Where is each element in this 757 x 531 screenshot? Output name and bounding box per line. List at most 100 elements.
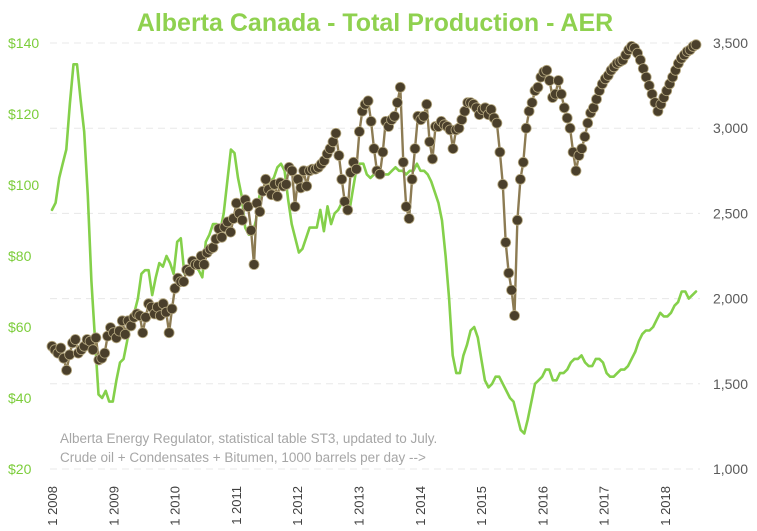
production-point [424, 136, 436, 148]
production-point [55, 342, 67, 354]
production-point [553, 75, 564, 86]
production-point [271, 190, 283, 202]
production-point [99, 347, 111, 359]
x-axis-tick-label: 1 2017 [597, 486, 612, 526]
production-point [286, 165, 298, 177]
production-point [342, 204, 354, 216]
production-point [330, 127, 342, 139]
production-point [301, 180, 313, 192]
gridlines [50, 42, 700, 470]
production-point [184, 265, 196, 277]
production-point [558, 102, 570, 114]
x-axis-tick-label: 1 2018 [658, 486, 673, 526]
right-axis-tick-label: 2,500 [713, 205, 748, 221]
production-point [397, 156, 409, 168]
production-point [350, 163, 362, 175]
production-point [576, 143, 588, 155]
production-point [418, 110, 430, 122]
left-axis-tick-label: $120 [8, 106, 39, 122]
right-axis-ticks: 3,500 3,000 2,500 2,000 1,500 1,000 [713, 35, 748, 477]
production-point [526, 97, 538, 108]
right-axis-tick-label: 1,500 [713, 376, 748, 392]
production-point [403, 213, 415, 224]
left-axis-tick-label: $100 [8, 177, 39, 193]
production-point [421, 98, 433, 110]
production-point [87, 344, 99, 356]
production-point [216, 231, 228, 243]
production-point [690, 39, 702, 51]
left-axis-tick-label: $20 [8, 461, 32, 477]
production-point [178, 276, 190, 288]
chart-title: Alberta Canada - Total Production - AER [137, 9, 613, 37]
series-layer [46, 39, 702, 435]
x-axis-tick-label: 1 2010 [168, 486, 183, 526]
production-point [391, 97, 403, 108]
production-point [362, 95, 374, 107]
production-point [517, 156, 529, 168]
x-axis-tick-label: 1 2016 [535, 486, 550, 526]
left-axis-ticks: $140 $120 $100 $80 $60 $40 $20 [8, 35, 39, 477]
production-point [236, 214, 248, 226]
production-point [61, 364, 72, 376]
production-point [409, 143, 421, 155]
production-point [500, 236, 512, 248]
production-point [353, 126, 365, 138]
production-point [64, 349, 75, 361]
source-note: Alberta Energy Regulator, statistical ta… [60, 431, 437, 446]
production-point [512, 214, 523, 226]
left-axis-tick-label: $80 [8, 248, 32, 264]
production-point [564, 122, 576, 134]
production-point [555, 88, 567, 100]
production-point [394, 81, 406, 93]
production-point [579, 131, 591, 143]
production-point [377, 146, 389, 158]
production-point [494, 146, 506, 158]
production-point [169, 282, 181, 294]
production-point [374, 168, 386, 180]
production-point [70, 334, 81, 345]
x-axis-tick-label: 1 2014 [413, 486, 428, 526]
production-point [119, 328, 131, 340]
production-point [225, 226, 237, 238]
production-point [406, 173, 418, 185]
production-point [561, 112, 573, 124]
x-axis-tick-label: 1 2011 [229, 486, 244, 525]
production-point [289, 201, 301, 213]
right-axis-tick-label: 3,000 [713, 120, 748, 136]
units-note: Crude oil + Condensates + Bitumen, 1000 … [60, 450, 426, 465]
production-point [520, 122, 532, 134]
production-point [336, 173, 348, 185]
right-axis-tick-label: 2,000 [713, 291, 748, 307]
x-axis-tick-label: 1 2012 [290, 486, 305, 526]
production-point [509, 310, 520, 322]
production-point [447, 143, 459, 155]
x-axis-tick-label: 1 2015 [474, 486, 489, 526]
production-point [163, 327, 175, 339]
production-point [427, 153, 438, 165]
production-point [515, 173, 526, 185]
production-point [506, 284, 518, 296]
production-point [245, 224, 257, 236]
production-point [491, 117, 503, 129]
production-point [166, 303, 178, 315]
production-point [333, 150, 345, 161]
x-axis-ticks: 1 2008 1 2009 1 2010 1 2011 1 2012 1 2013 1 20… [45, 486, 673, 526]
production-point [198, 259, 210, 270]
left-axis-tick-label: $140 [8, 35, 39, 51]
production-point [90, 332, 102, 344]
right-axis-tick-label: 1,000 [713, 461, 748, 477]
x-axis-tick-label: 1 2009 [106, 486, 121, 526]
left-axis-tick-label: $60 [8, 319, 32, 335]
production-point [541, 64, 553, 76]
production-point [582, 117, 594, 129]
left-axis-tick-label: $40 [8, 390, 32, 406]
production-point [497, 178, 509, 190]
production-point [532, 81, 544, 93]
production-point [503, 267, 515, 279]
production-point [365, 116, 377, 127]
production-point [260, 173, 272, 185]
production-point [137, 327, 149, 339]
